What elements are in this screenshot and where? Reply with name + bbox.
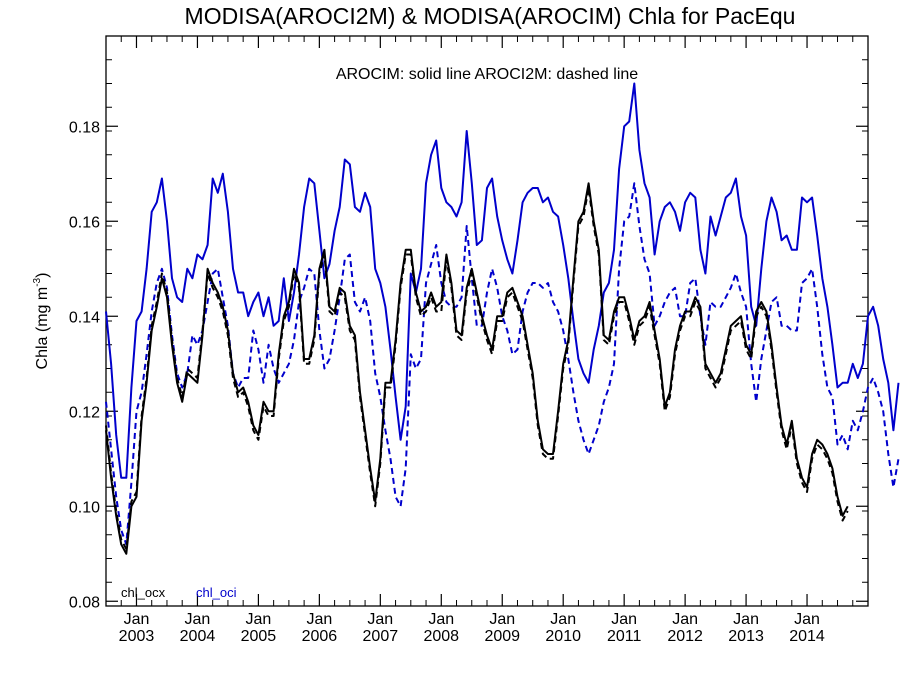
series-line-0 xyxy=(105,82,900,479)
x-tick-year: 2011 xyxy=(607,628,642,645)
x-tick-year: 2012 xyxy=(667,628,703,645)
x-tick-year: 2006 xyxy=(302,628,338,645)
x-tick-year: 2013 xyxy=(728,628,764,645)
y-axis-label-superscript: -3 xyxy=(32,277,43,286)
line-style-annotation: AROCIM: solid line AROCI2M: dashed line xyxy=(336,66,638,83)
x-tick-month: Jan xyxy=(794,611,820,628)
y-axis: 0.08 0.10 0.12 0.14 0.16 0.18 xyxy=(69,35,868,611)
y-tick-label: 0.18 xyxy=(69,119,100,136)
x-tick-year: 2003 xyxy=(119,628,155,645)
chart-title: MODISA(AROCI2M) & MODISA(AROCIM) Chla fo… xyxy=(185,3,796,29)
legend-chl-oci: chl_oci xyxy=(196,585,237,600)
y-tick-label: 0.12 xyxy=(69,404,100,421)
x-tick-month: Jan xyxy=(246,611,272,628)
x-tick-month: Jan xyxy=(185,611,211,628)
x-tick-month: Jan xyxy=(550,611,576,628)
y-tick-label: 0.14 xyxy=(69,309,100,326)
x-tick-month: Jan xyxy=(672,611,698,628)
x-tick-year: 2008 xyxy=(423,628,459,645)
x-axis: Jan2003Jan2004Jan2005Jan2006Jan2007Jan20… xyxy=(119,36,854,645)
x-tick-month: Jan xyxy=(428,611,454,628)
x-tick-year: 2007 xyxy=(363,628,399,645)
x-tick-month: Jan xyxy=(306,611,332,628)
x-tick-month: Jan xyxy=(367,611,393,628)
legend-chl-ocx: chl_ocx xyxy=(121,585,166,600)
x-tick-year: 2005 xyxy=(241,628,277,645)
x-tick-month: Jan xyxy=(124,611,150,628)
series-layer xyxy=(105,82,900,555)
x-tick-month: Jan xyxy=(733,611,759,628)
y-tick-label: 0.08 xyxy=(69,594,100,611)
y-tick-label: 0.10 xyxy=(69,499,100,516)
y-axis-label-main: Chla (mg m xyxy=(34,287,51,370)
x-tick-month: Jan xyxy=(611,611,637,628)
plot-frame xyxy=(105,35,869,607)
series-line-3 xyxy=(105,187,849,550)
y-axis-label: Chla (mg m-3) xyxy=(32,273,51,370)
x-tick-year: 2009 xyxy=(484,628,520,645)
x-tick-year: 2014 xyxy=(789,628,825,645)
x-tick-month: Jan xyxy=(489,611,515,628)
series-line-1 xyxy=(105,182,900,546)
y-axis-label-close: ) xyxy=(34,273,51,278)
x-tick-year: 2004 xyxy=(180,628,216,645)
x-tick-year: 2010 xyxy=(545,628,581,645)
y-tick-label: 0.16 xyxy=(69,214,100,231)
